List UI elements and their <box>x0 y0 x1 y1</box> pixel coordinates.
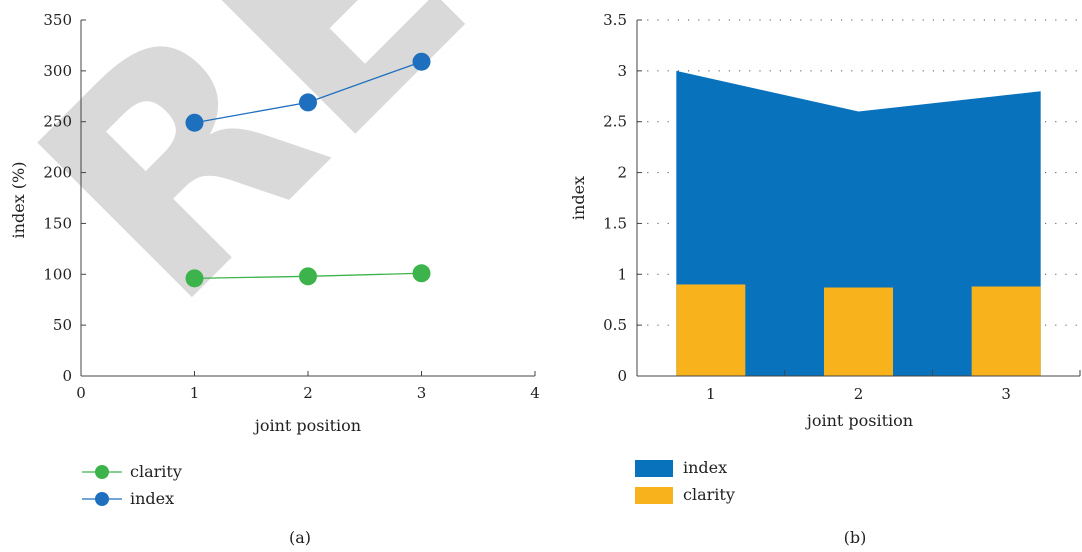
panel-a: RE 0 50 100 150 200 250 300 350 0 1 2 3 4 joint pos… <box>0 0 540 547</box>
clarity-bar <box>971 286 1041 376</box>
y-tick-label: 250 <box>43 113 72 131</box>
legend-clarity-label: clarity <box>683 485 735 504</box>
panel-a-x-ticks: 0 1 2 3 4 <box>76 371 540 402</box>
panel-b-y-axis-label: index <box>569 176 588 220</box>
legend-clarity-label: clarity <box>130 462 182 481</box>
clarity-point <box>185 269 204 288</box>
y-tick-label: 2.5 <box>603 113 627 131</box>
panel-b-y-ticks: 0 0.5 1 1.5 2 2.5 3 3.5 <box>603 11 642 385</box>
index-point <box>412 52 431 71</box>
x-tick-label: 2 <box>303 384 313 402</box>
y-tick-label: 150 <box>43 214 72 232</box>
y-tick-label: 3 <box>617 62 627 80</box>
clarity-bar <box>676 284 746 376</box>
legend-clarity-swatch <box>635 487 673 504</box>
panel-a-series <box>185 52 431 288</box>
y-tick-label: 0.5 <box>603 316 627 334</box>
watermark: RE <box>0 0 531 367</box>
panel-a-label: (a) <box>289 528 311 547</box>
clarity-point <box>299 267 317 286</box>
panel-b-label: (b) <box>844 528 867 547</box>
panel-b-axes <box>636 20 1081 377</box>
legend-index-swatch <box>635 460 673 477</box>
y-tick-label: 3.5 <box>603 11 627 29</box>
legend-index-label: index <box>130 489 174 508</box>
y-tick-label: 0 <box>62 367 72 385</box>
watermark-text: RE <box>0 0 531 367</box>
y-tick-label: 100 <box>43 265 72 283</box>
y-tick-label: 0 <box>617 367 627 385</box>
legend-clarity-marker <box>95 465 109 479</box>
y-tick-label: 1.5 <box>603 214 627 232</box>
y-tick-label: 300 <box>43 62 72 80</box>
x-tick-label: 3 <box>1001 385 1011 403</box>
y-tick-label: 2 <box>617 164 627 182</box>
y-tick-label: 50 <box>53 316 72 334</box>
panel-b-x-ticks: 1 2 3 <box>706 385 1011 403</box>
panel-a-x-axis-label: joint position <box>253 416 361 435</box>
x-tick-label: 3 <box>417 384 427 402</box>
panel-a-y-ticks: 0 50 100 150 200 250 300 350 <box>43 11 86 385</box>
panel-b-legend: index clarity <box>635 458 735 504</box>
x-tick-label: 2 <box>854 385 864 403</box>
panel-a-legend: clarity index <box>82 462 182 508</box>
x-tick-label: 1 <box>706 385 716 403</box>
y-tick-label: 1 <box>617 265 627 283</box>
legend-index-marker <box>95 492 109 506</box>
index-area <box>676 70 1041 376</box>
y-tick-label: 350 <box>43 11 72 29</box>
panel-b-series <box>676 70 1041 376</box>
panel-b: 0 0.5 1 1.5 2 2.5 3 3.5 1 2 3 joint position inde… <box>569 11 1081 547</box>
x-tick-label: 1 <box>190 384 200 402</box>
panel-b-x-axis-label: joint position <box>805 411 913 430</box>
index-point <box>185 113 204 132</box>
x-tick-label: 4 <box>530 384 540 402</box>
legend-index-label: index <box>683 458 727 477</box>
x-tick-label: 0 <box>76 384 86 402</box>
index-point <box>299 93 317 112</box>
clarity-bar <box>824 287 893 376</box>
y-tick-label: 200 <box>43 164 72 182</box>
clarity-point <box>412 264 431 283</box>
panel-a-y-axis-label: index (%) <box>9 162 28 239</box>
